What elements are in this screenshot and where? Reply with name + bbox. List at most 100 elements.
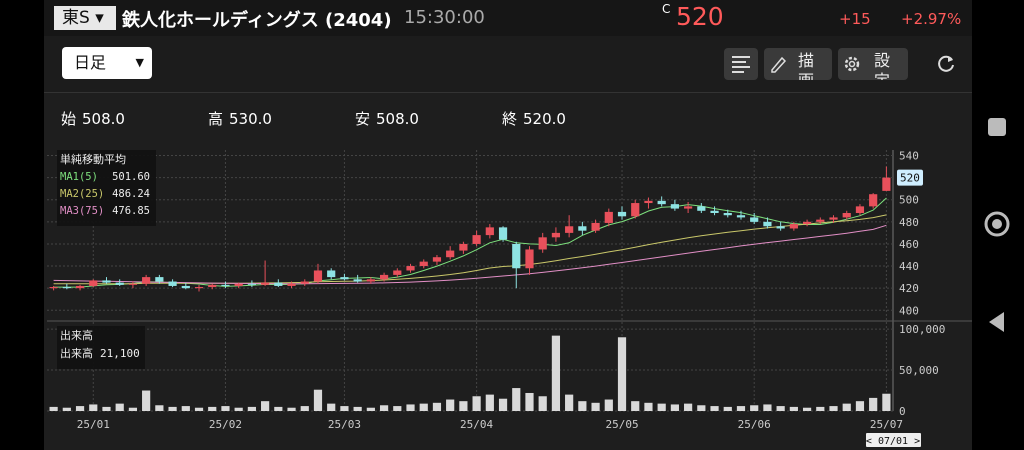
home-button[interactable]	[984, 211, 1010, 237]
x-tick-label: 25/02	[209, 418, 242, 431]
candle-body	[49, 287, 58, 289]
candle-body	[102, 280, 111, 283]
volume-bar	[736, 406, 746, 411]
market-select[interactable]: 東S ▾	[54, 6, 116, 30]
candle-body	[644, 200, 653, 204]
candle-body	[75, 285, 85, 289]
volume-bar	[221, 406, 230, 411]
volume-bar	[498, 398, 508, 411]
x-tick-label: 25/07	[870, 418, 903, 431]
volume-bar	[710, 406, 719, 411]
candle-body	[379, 274, 389, 280]
volume-bar	[657, 403, 666, 411]
candle-body	[710, 210, 719, 213]
candle-body	[723, 213, 732, 216]
y-tick-label: 400	[899, 304, 919, 317]
candle-body	[62, 287, 71, 289]
volume-bar	[882, 393, 891, 411]
volume-bar	[750, 405, 759, 411]
x-tick-label: 25/04	[460, 418, 493, 431]
legend-name: MA1(5)	[60, 171, 98, 183]
icon	[844, 56, 860, 72]
candle-body	[776, 226, 785, 229]
volume-bar	[446, 399, 455, 411]
icon	[771, 56, 787, 73]
legend-value: 486.24	[112, 188, 150, 200]
candle-body	[789, 224, 798, 229]
volume-bar	[591, 402, 600, 411]
volume-bar	[472, 396, 481, 411]
candle-body	[221, 284, 230, 286]
back-button[interactable]	[989, 312, 1004, 332]
volume-bar	[459, 401, 468, 411]
volume-bar	[565, 394, 574, 411]
candle-body	[142, 277, 151, 284]
refresh-button[interactable]	[934, 52, 958, 76]
candle-body	[657, 200, 666, 205]
change: +15	[839, 10, 871, 28]
volume-bar	[525, 392, 534, 411]
volume-bar	[313, 389, 323, 411]
volume-bar	[234, 407, 243, 411]
volume-bar	[644, 402, 653, 411]
volume-bar	[604, 399, 613, 411]
volume-bar	[62, 407, 71, 411]
stock-name: 鉄人化ホールディングス (2404)	[122, 10, 392, 31]
volume-bar	[723, 406, 732, 411]
settings-button[interactable]: 設定	[838, 48, 908, 80]
volume-bar	[155, 405, 164, 411]
x-tick-label: 25/01	[77, 418, 110, 431]
candle-body	[604, 211, 613, 223]
period-select[interactable]: 日足 ▼	[62, 47, 152, 79]
candle-body	[274, 282, 283, 286]
ma-legend-box	[57, 150, 156, 226]
ma-line	[53, 224, 887, 285]
candle-body	[300, 281, 309, 284]
recent-button[interactable]	[988, 118, 1006, 136]
candle-body	[591, 222, 600, 231]
ohlc-item: 高 530.0	[208, 108, 272, 129]
volume-current-value: 21,100	[100, 347, 140, 360]
candle-body	[287, 283, 296, 286]
volume-bar	[697, 405, 706, 411]
candle-body	[617, 211, 627, 217]
ohlc-label: 安	[355, 110, 371, 128]
candle-body	[261, 282, 270, 285]
candle-body	[869, 194, 878, 207]
indicator-button[interactable]	[724, 48, 758, 80]
candle-body	[234, 283, 243, 286]
market: 東S	[62, 8, 90, 28]
volume-title: 出来高	[60, 328, 93, 342]
candle-body	[366, 279, 375, 282]
candle-body	[485, 227, 494, 236]
ohlc-value: 508.0	[376, 110, 419, 128]
volume-bar	[353, 406, 362, 411]
candle-body	[208, 284, 217, 288]
candle-body	[842, 213, 851, 218]
volume-bar	[551, 335, 561, 411]
icon	[732, 56, 750, 73]
volume-bar	[208, 406, 217, 411]
last-price-label: 520	[900, 172, 920, 185]
price-flag: C	[662, 2, 671, 16]
ohlc-value: 508.0	[82, 110, 125, 128]
volume-bar	[617, 337, 627, 411]
volume-bar	[168, 406, 177, 411]
volume-bar	[763, 404, 772, 411]
draw-button[interactable]: 描画	[764, 48, 832, 80]
candle-body	[327, 270, 336, 278]
volume-bar	[829, 406, 838, 411]
ohlc-label: 終	[502, 110, 518, 128]
candle-body	[168, 281, 177, 286]
x-tick-label: 25/05	[605, 418, 638, 431]
volume-bar	[194, 407, 204, 411]
y-tick-label: 460	[899, 238, 919, 251]
candle-body	[406, 266, 415, 271]
volume-bar	[855, 401, 865, 411]
candle-body	[763, 221, 772, 227]
volume-bar	[432, 402, 442, 411]
ohlc-item: 安 508.0	[355, 108, 419, 129]
candle-body	[816, 219, 825, 222]
header: 東S ▾ 鉄人化ホールディングス (2404) 15:30:00 C 520 +…	[44, 0, 972, 36]
candle-body	[459, 243, 468, 251]
